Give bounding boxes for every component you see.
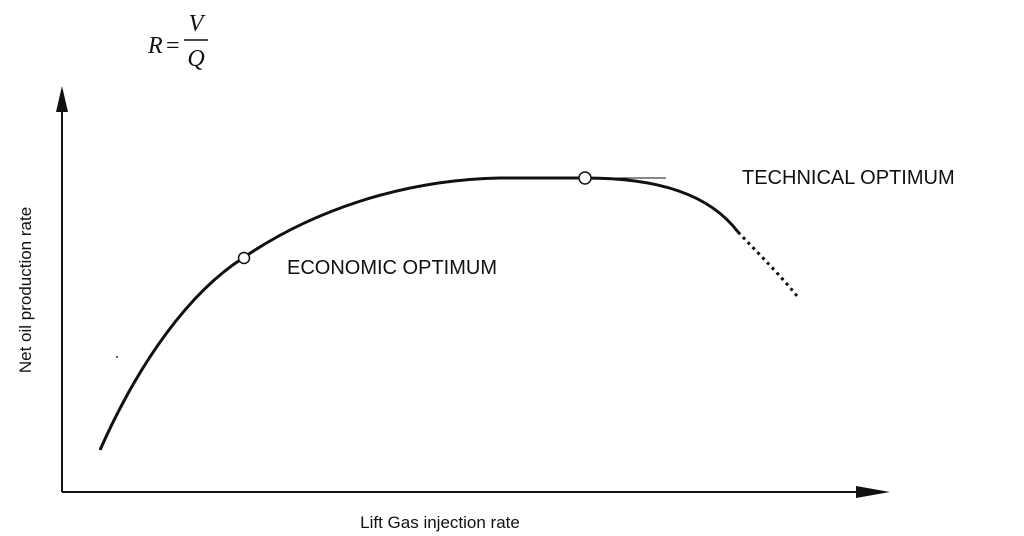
- formula-numerator: V: [189, 11, 206, 37]
- x-arrow: [856, 486, 890, 498]
- curve: [98, 176, 740, 451]
- y-arrow: [56, 86, 68, 112]
- speck: [116, 356, 118, 358]
- technical-label: TECHNICAL OPTIMUM: [742, 167, 955, 189]
- x-axis-label: Lift Gas injection rate: [360, 513, 520, 532]
- economic-point: [237, 251, 251, 265]
- formula-lhs: R: [147, 33, 163, 59]
- technical-point: [578, 171, 592, 185]
- y-axis-label: Net oil production rate: [16, 207, 35, 373]
- economic-label: ECONOMIC OPTIMUM: [287, 257, 497, 279]
- formula-denominator: Q: [187, 46, 204, 72]
- curve-extension: [736, 230, 799, 297]
- formula-eq: =: [166, 33, 180, 59]
